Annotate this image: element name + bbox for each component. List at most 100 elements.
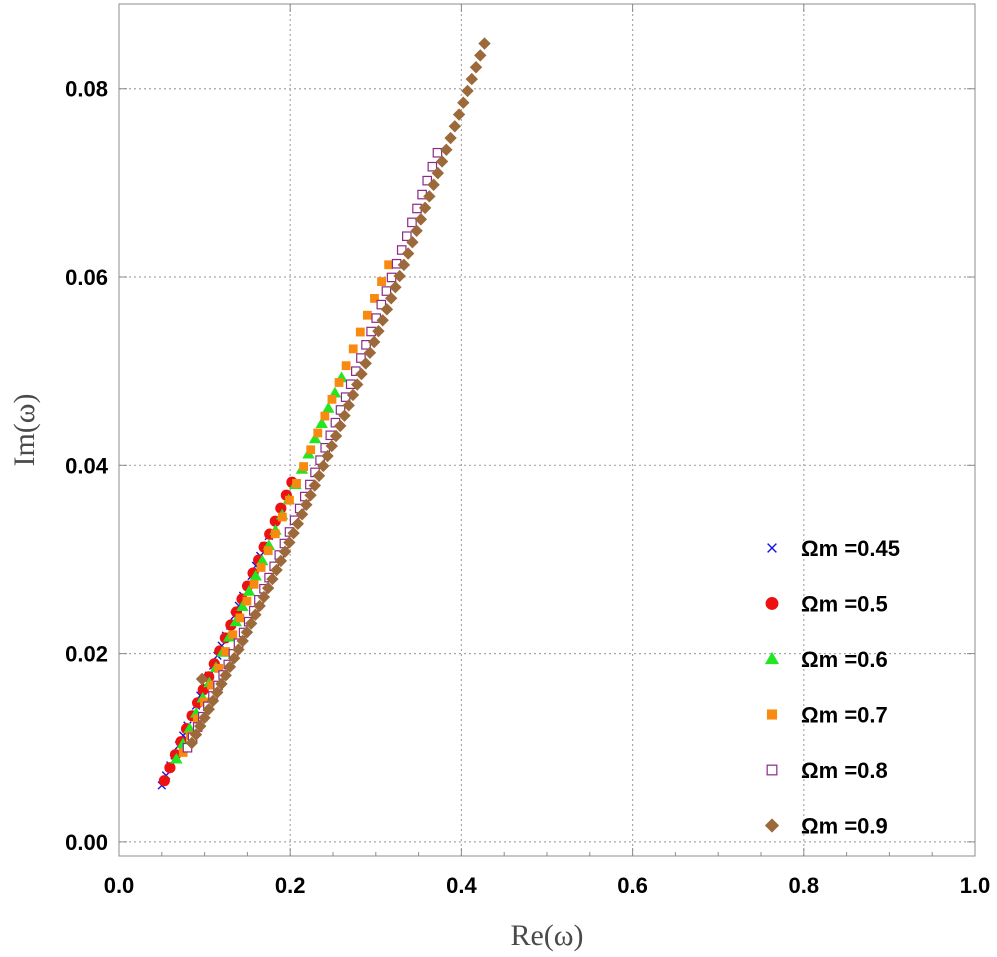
data-point bbox=[275, 502, 287, 514]
data-point bbox=[194, 719, 207, 733]
data-point bbox=[183, 722, 196, 733]
data-point bbox=[300, 498, 313, 511]
data-point bbox=[346, 388, 360, 402]
data-point bbox=[249, 579, 259, 589]
data-point bbox=[211, 686, 224, 699]
data-point bbox=[384, 260, 394, 270]
data-point bbox=[256, 554, 269, 566]
data-point bbox=[170, 752, 183, 764]
data-point bbox=[431, 166, 445, 180]
data-point bbox=[469, 61, 483, 74]
legend-label: Ωm =0.5 bbox=[801, 592, 888, 617]
legend-label: Ωm =0.6 bbox=[801, 647, 888, 672]
legend-marker bbox=[766, 709, 778, 720]
legend-marker bbox=[764, 651, 780, 665]
data-point bbox=[461, 84, 474, 98]
data-point bbox=[329, 429, 343, 443]
data-point bbox=[401, 247, 415, 260]
legend-item: Ωm =0.9 bbox=[764, 814, 888, 839]
y-tick-label: 0.06 bbox=[65, 265, 108, 290]
data-point bbox=[274, 554, 288, 568]
data-point bbox=[198, 711, 211, 724]
data-point bbox=[263, 546, 273, 556]
grid bbox=[119, 4, 975, 856]
data-point bbox=[448, 120, 462, 133]
data-point bbox=[287, 526, 300, 540]
series bbox=[157, 37, 491, 790]
data-point bbox=[270, 529, 280, 539]
data-point bbox=[277, 512, 287, 522]
data-point bbox=[359, 357, 372, 370]
data-point bbox=[427, 161, 438, 172]
data-point bbox=[410, 224, 423, 238]
data-point bbox=[474, 49, 487, 62]
legend-label: Ωm =0.45 bbox=[801, 536, 900, 561]
data-point bbox=[192, 714, 202, 724]
data-point bbox=[362, 310, 372, 320]
data-point bbox=[270, 563, 283, 577]
data-point bbox=[452, 108, 466, 121]
x-tick-label: 1.0 bbox=[960, 873, 991, 898]
data-point bbox=[478, 37, 491, 50]
legend-item: Ωm =0.6 bbox=[764, 647, 888, 672]
data-point bbox=[406, 236, 419, 249]
data-point bbox=[295, 508, 309, 521]
data-point bbox=[313, 428, 323, 438]
data-point bbox=[418, 201, 432, 215]
data-point bbox=[202, 703, 215, 716]
data-point bbox=[261, 581, 275, 595]
data-point bbox=[377, 277, 386, 286]
data-point bbox=[355, 367, 368, 381]
data-point bbox=[206, 694, 220, 708]
data-point bbox=[242, 585, 256, 596]
data-point bbox=[185, 736, 198, 750]
data-point bbox=[164, 762, 176, 774]
legend-label: Ωm =0.9 bbox=[801, 814, 888, 839]
marker-stroke bbox=[767, 543, 777, 553]
data-point bbox=[444, 131, 457, 145]
data-point bbox=[223, 660, 237, 673]
legend-label: Ωm =0.7 bbox=[801, 703, 888, 728]
data-point bbox=[227, 652, 241, 665]
legend-item: Ωm =0.45 bbox=[767, 536, 900, 561]
data-point bbox=[348, 344, 358, 354]
data-point bbox=[465, 72, 478, 86]
data-point bbox=[427, 178, 440, 191]
data-point bbox=[215, 677, 228, 691]
legend-marker bbox=[764, 818, 780, 833]
data-point bbox=[334, 419, 347, 433]
ticks: 0.0 0.2 0.4 0.6 0.8 1.0 0.00 0.02 0.04 0.06 0.08 bbox=[65, 4, 990, 898]
data-point bbox=[363, 346, 377, 359]
legend-item: Ωm =0.8 bbox=[766, 758, 888, 783]
data-point bbox=[402, 231, 412, 242]
legend-marker bbox=[765, 597, 779, 610]
data-point bbox=[407, 217, 417, 228]
data-point bbox=[214, 663, 224, 673]
data-point bbox=[325, 439, 338, 453]
data-point bbox=[321, 449, 334, 463]
y-tick-label: 0.00 bbox=[65, 830, 108, 855]
legend-marker bbox=[766, 764, 778, 776]
data-point bbox=[386, 272, 397, 283]
data-point bbox=[244, 617, 258, 630]
data-point bbox=[381, 286, 392, 296]
y-tick-label: 0.02 bbox=[65, 642, 108, 667]
legend-marker bbox=[767, 543, 777, 553]
data-point bbox=[249, 608, 262, 621]
data-point bbox=[341, 361, 351, 371]
data-point bbox=[440, 143, 453, 156]
y-tick-label: 0.04 bbox=[65, 453, 109, 478]
data-point bbox=[257, 590, 271, 604]
legend-item: Ωm =0.7 bbox=[766, 703, 888, 728]
data-point bbox=[308, 432, 322, 444]
data-point bbox=[304, 488, 317, 502]
data-point bbox=[393, 269, 406, 283]
data-point bbox=[312, 469, 326, 482]
data-point bbox=[384, 292, 398, 305]
legend-label: Ωm =0.8 bbox=[801, 758, 888, 783]
data-point bbox=[397, 258, 411, 272]
data-point bbox=[266, 572, 279, 586]
data-point bbox=[219, 669, 232, 682]
series-6 bbox=[185, 37, 491, 750]
